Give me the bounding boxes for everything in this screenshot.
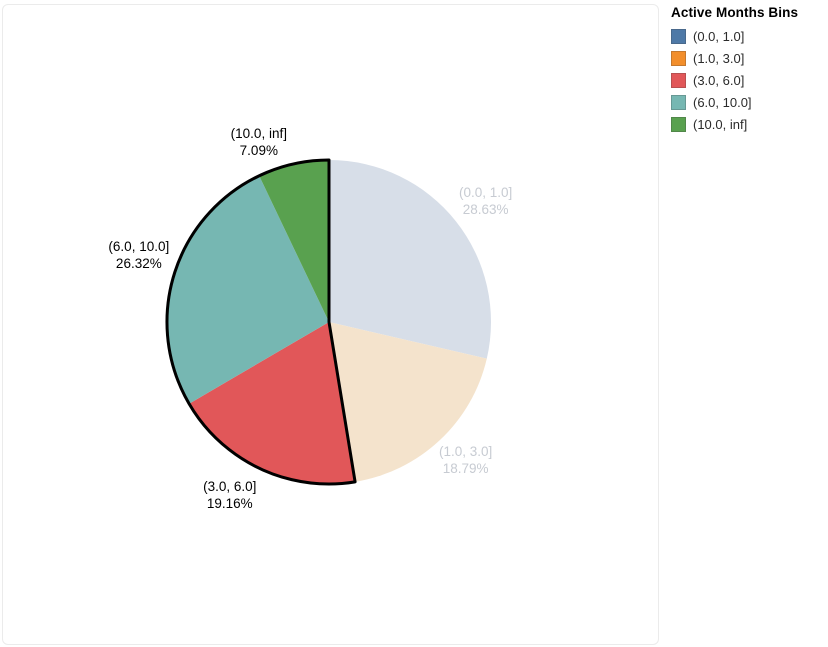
pie-slice-2[interactable]	[189, 322, 356, 484]
legend-swatch-icon	[671, 94, 686, 110]
legend-item-3[interactable]: (6.0, 10.0]	[671, 91, 821, 113]
pie-slice-3[interactable]	[166, 175, 329, 404]
legend-swatch-icon	[671, 116, 686, 132]
pie-slice-1[interactable]	[329, 322, 487, 482]
legend-swatch-icon	[671, 72, 686, 88]
pie-chart	[165, 158, 492, 486]
legend-item-4[interactable]: (10.0, inf]	[671, 113, 821, 135]
pie-slice-label-2: (3.0, 6.0] 19.16%	[203, 478, 256, 512]
pie-slice-label-4: (10.0, inf] 7.09%	[231, 125, 287, 159]
pie-slice-label-0: (0.0, 1.0] 28.63%	[459, 184, 512, 218]
legend-swatch-icon	[671, 50, 686, 66]
pie-slice-0[interactable]	[329, 160, 492, 359]
legend: Active Months Bins (0.0, 1.0] (1.0, 3.0]…	[671, 5, 821, 135]
legend-item-label: (10.0, inf]	[693, 116, 748, 132]
pie-slice-percent: 26.32%	[115, 256, 162, 272]
pie-slice-category: (1.0, 3.0]	[438, 444, 493, 460]
legend-item-0[interactable]: (0.0, 1.0]	[671, 25, 821, 47]
legend-item-label: (6.0, 10.0]	[693, 94, 752, 110]
legend-swatch-icon	[671, 28, 686, 44]
pie-slice-category: (3.0, 6.0]	[203, 478, 257, 494]
legend-item-2[interactable]: (3.0, 6.0]	[671, 69, 821, 91]
pie-slice-category: (10.0, inf]	[230, 125, 287, 141]
selection-outline	[165, 158, 357, 486]
pie-slice-percent: 7.09%	[239, 142, 278, 158]
legend-title: Active Months Bins	[671, 5, 799, 20]
pie-slice-category: (0.0, 1.0]	[458, 184, 513, 200]
pie-slice-percent: 19.16%	[206, 495, 253, 511]
pie-slice-percent: 18.79%	[442, 461, 489, 477]
legend-item-label: (3.0, 6.0]	[693, 72, 745, 88]
pie-slice-4[interactable]	[259, 160, 329, 322]
pie-slice-percent: 28.63%	[462, 201, 509, 217]
legend-item-label: (1.0, 3.0]	[693, 50, 745, 66]
pie-slice-label-3: (6.0, 10.0] 26.32%	[108, 238, 169, 272]
legend-item-label: (0.0, 1.0]	[693, 28, 745, 44]
pie-slice-label-1: (1.0, 3.0] 18.79%	[439, 443, 492, 477]
legend-item-1[interactable]: (1.0, 3.0]	[671, 47, 821, 69]
pie-slice-category: (6.0, 10.0]	[108, 239, 170, 255]
